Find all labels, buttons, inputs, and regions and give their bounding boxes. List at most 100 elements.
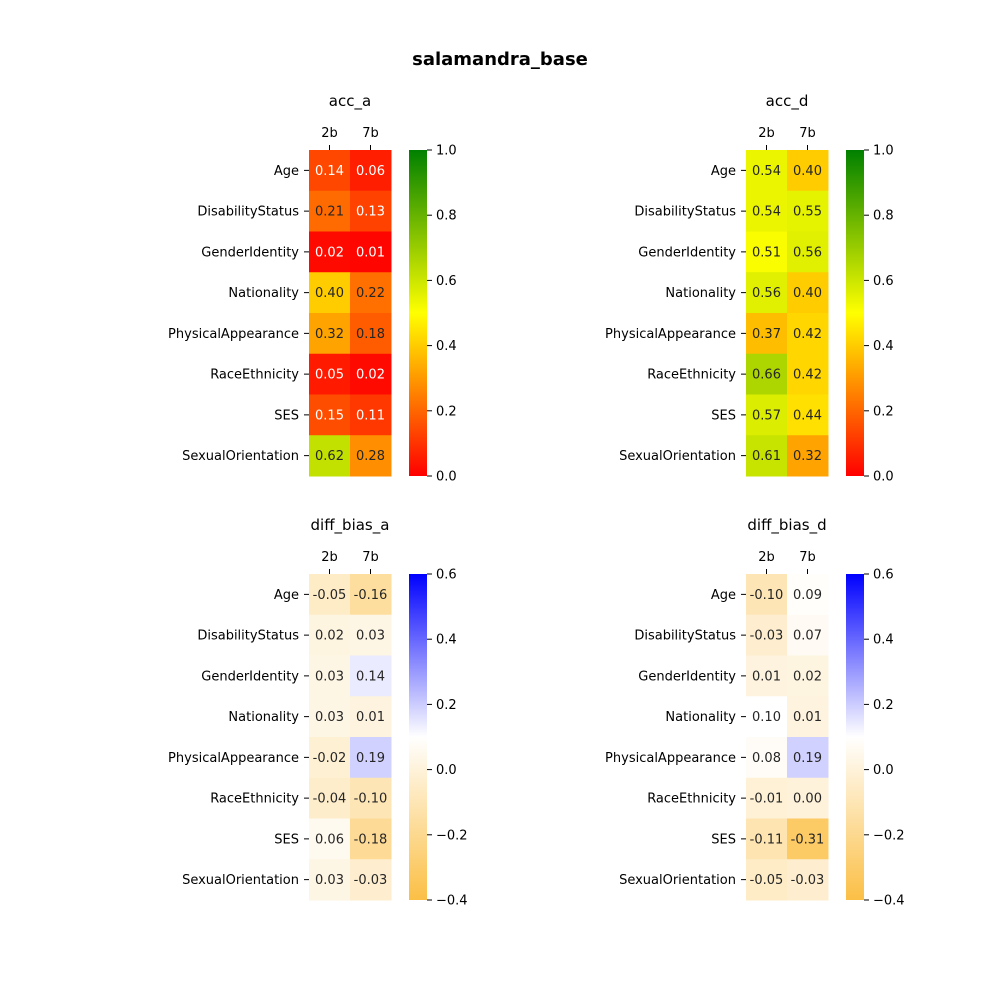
heatmap-cell [787,818,829,860]
heatmap-cell [309,859,351,901]
cell-value-label: 0.40 [793,164,822,179]
cell-value-label: 0.18 [356,327,385,342]
heatmap-cell [309,818,351,860]
heatmap-cell [787,696,829,738]
heatmap-cell [309,655,351,697]
heatmap-cell [787,655,829,697]
heatmap-cell [787,737,829,779]
panel-title: diff_bias_a [311,516,390,535]
cell-value-label: 0.03 [315,669,344,684]
cell-value-label: 0.06 [315,832,344,847]
heatmap-cell [350,859,392,901]
colorbar-tick-label: 0.0 [436,470,457,485]
heatmap-cell [309,777,351,819]
cell-value-label: -0.11 [750,832,784,847]
colorbar-tick-label: 0.0 [873,763,894,778]
cell-value-label: -0.04 [313,792,347,807]
cell-value-label: 0.14 [356,669,385,684]
cell-value-label: 0.02 [315,245,344,260]
colorbar-tick-label: 0.4 [873,633,894,648]
y-tick-label: SES [274,832,299,847]
cell-value-label: 0.01 [752,669,781,684]
x-tick-label: 7b [799,550,816,565]
colorbar-tick-label: 0.2 [436,404,457,419]
heatmap-cell [787,614,829,656]
colorbar-tick-label: 0.6 [873,274,894,289]
colorbar [409,150,427,476]
cell-value-label: 0.08 [752,751,781,766]
cell-value-label: 0.03 [315,710,344,725]
heatmap-panels: acc_a 2b 7b Age DisabilityStatus GenderIdenti… [168,92,905,909]
colorbar-tick-label: −0.2 [436,828,468,843]
heatmap-cell [350,150,392,192]
colorbar-tick-label: −0.2 [873,828,905,843]
heatmap-cell [309,150,351,192]
heatmap-cell [746,190,788,232]
heatmap-cell [350,394,392,436]
heatmap-panel-acc_a: acc_a 2b 7b Age DisabilityStatus GenderIdenti… [168,92,457,485]
cell-value-label: -0.02 [313,751,347,766]
cell-value-label: -0.10 [750,588,784,603]
colorbar-tick-label: 0.2 [873,698,894,713]
colorbar-tick-label: 0.4 [436,339,457,354]
heatmap-cell [350,272,392,314]
heatmap-cell [746,614,788,656]
heatmap-cell [746,353,788,395]
y-tick-label: Nationality [665,710,736,725]
heatmap-cell [746,696,788,738]
y-tick-label: Age [711,164,736,179]
y-tick-label: Nationality [228,710,299,725]
heatmap-cell [746,574,788,616]
heatmap-cell [350,655,392,697]
y-tick-label: SexualOrientation [619,449,736,464]
heatmap-cell [350,737,392,779]
colorbar-tick-label: 1.0 [873,144,894,159]
colorbar-tick-label: 0.2 [436,698,457,713]
heatmap-cell [350,614,392,656]
cell-value-label: 0.09 [793,588,822,603]
y-tick-label: SexualOrientation [182,449,299,464]
heatmap-cell [746,231,788,273]
heatmap-cell [309,313,351,355]
panel-title: acc_a [329,92,371,111]
heatmap-cell [309,231,351,273]
y-tick-label: GenderIdentity [201,669,299,684]
heatmap-cell [746,435,788,477]
y-tick-label: RaceEthnicity [210,792,299,807]
y-tick-label: Age [274,164,299,179]
cell-value-label: 0.62 [315,449,344,464]
colorbar-tick-label: 0.4 [436,633,457,648]
figure-title: salamandra_base [412,49,588,70]
cell-value-label: -0.18 [354,832,388,847]
colorbar-tick-label: 0.2 [873,404,894,419]
y-tick-label: Nationality [228,286,299,301]
y-tick-label: SexualOrientation [182,873,299,888]
colorbar-tick-label: 0.6 [436,274,457,289]
cell-value-label: 0.61 [752,449,781,464]
cell-value-label: 0.54 [752,164,781,179]
y-tick-label: PhysicalAppearance [605,327,736,342]
y-tick-label: Age [711,588,736,603]
cell-value-label: 0.06 [356,164,385,179]
y-tick-label: SES [711,408,736,423]
cell-value-label: 0.01 [356,245,385,260]
y-tick-label: RaceEthnicity [647,792,736,807]
x-tick-label: 7b [362,550,379,565]
cell-value-label: 0.42 [793,368,822,383]
cell-value-label: 0.37 [752,327,781,342]
cell-value-label: 0.07 [793,629,822,644]
y-tick-label: GenderIdentity [201,245,299,260]
cell-value-label: 0.19 [356,751,385,766]
cell-value-label: 0.14 [315,164,344,179]
cell-value-label: 0.40 [793,286,822,301]
colorbar [846,574,864,900]
cell-value-label: -0.05 [313,588,347,603]
heatmap-cell [350,353,392,395]
cell-value-label: 0.32 [793,449,822,464]
colorbar-tick-label: 0.0 [873,470,894,485]
y-tick-label: PhysicalAppearance [605,751,736,766]
x-tick-label: 2b [321,550,338,565]
heatmap-cell [309,614,351,656]
cell-value-label: 0.03 [315,873,344,888]
